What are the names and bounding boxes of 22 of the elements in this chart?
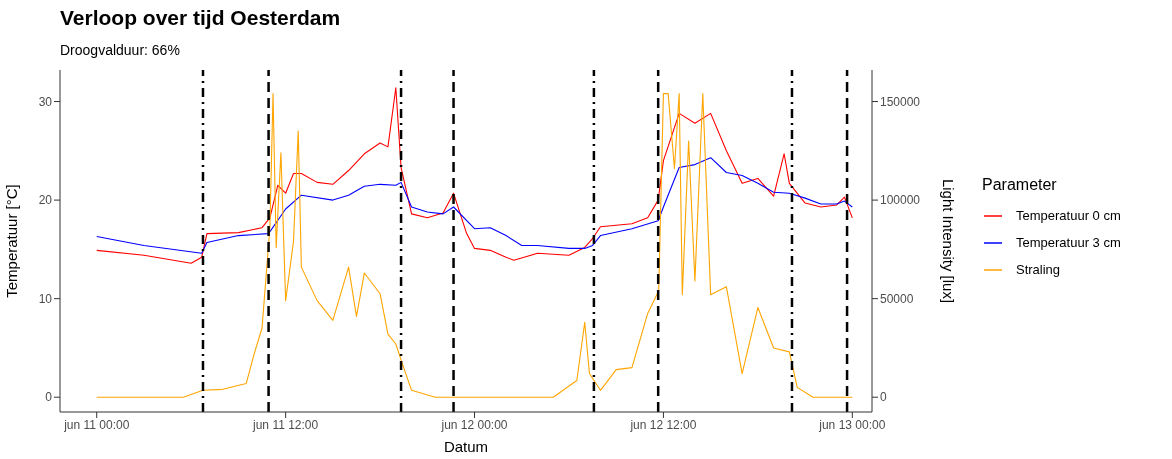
- legend-title: Parameter: [982, 176, 1058, 194]
- y-tick-label: 30: [38, 94, 53, 109]
- y2-tick-label: 150000: [880, 94, 921, 109]
- x-tick-label: jun 13 00:00: [818, 417, 886, 432]
- y-tick-label: 20: [38, 193, 53, 208]
- y-axis-title: Temperatuur [°C]: [3, 184, 21, 298]
- y2-axis-title: Light Intensity [lux]: [939, 178, 957, 304]
- y2-tick-label: 0: [880, 390, 887, 405]
- x-tick-label: jun 11 12:00: [252, 417, 319, 432]
- chart-subtitle: Droogvalduur: 66%: [60, 42, 180, 58]
- legend-label: Temperatuur 0 cm: [1016, 208, 1121, 223]
- y-tick-label: 10: [38, 291, 53, 306]
- y2-tick-label: 50000: [880, 291, 914, 306]
- legend-label: Straling: [1016, 262, 1061, 277]
- x-tick-label: jun 12 00:00: [440, 417, 508, 432]
- y2-tick-label: 100000: [880, 193, 921, 208]
- chart-title: Verloop over tijd Oesterdam: [60, 6, 341, 30]
- y-tick-label: 0: [45, 390, 53, 405]
- x-axis-title: Datum: [443, 438, 489, 455]
- legend-label: Temperatuur 3 cm: [1016, 235, 1121, 250]
- x-tick-label: jun 12 12:00: [629, 417, 697, 432]
- x-tick-label: jun 11 00:00: [63, 417, 130, 432]
